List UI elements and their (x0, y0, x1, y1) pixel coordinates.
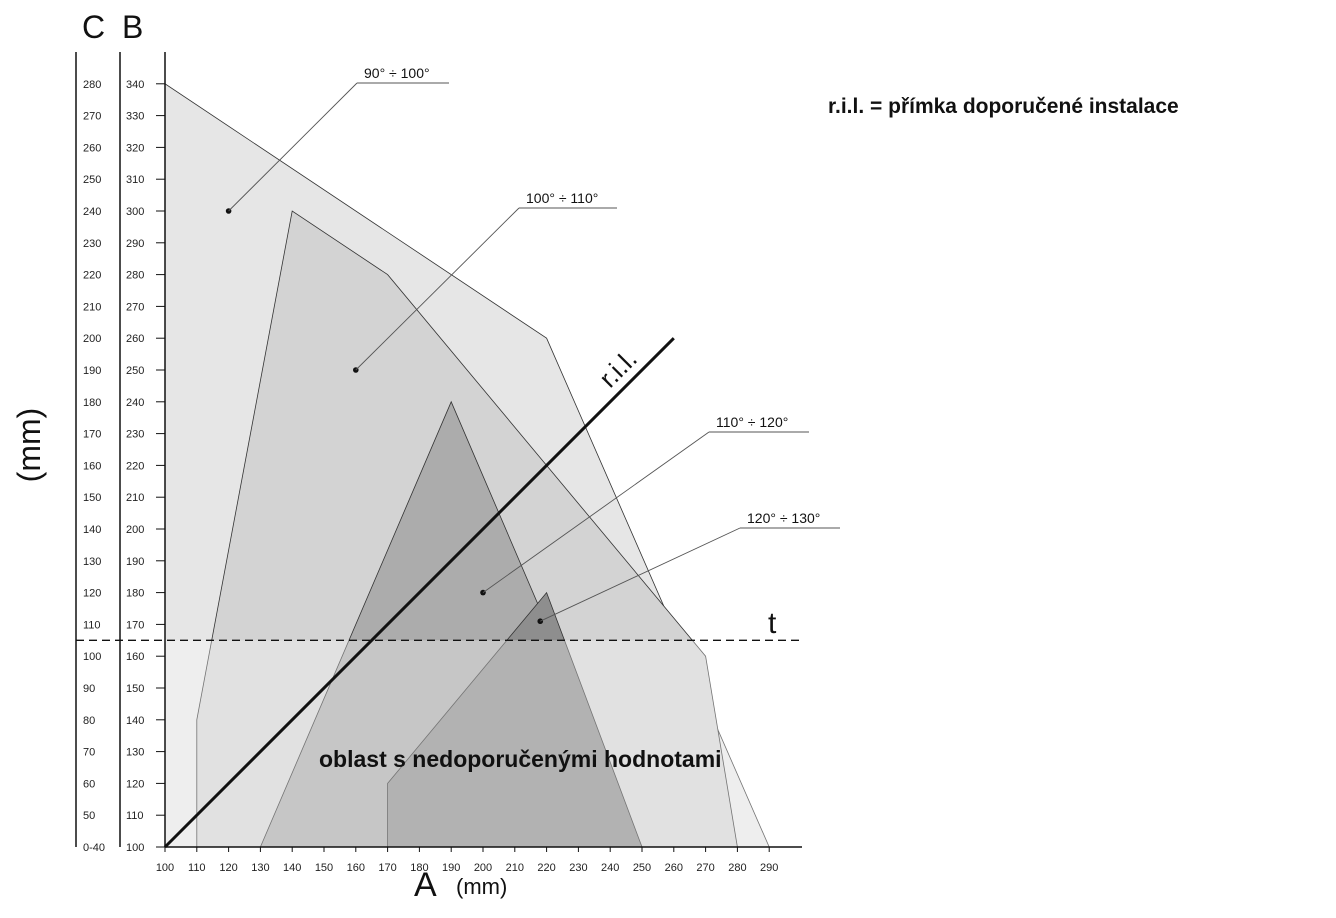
y-tick-label-c: 210 (83, 301, 101, 313)
x-tick-label: 180 (410, 862, 428, 874)
y-tick-label-c: 220 (83, 270, 101, 282)
y-tick-label-b: 140 (126, 715, 144, 727)
region-label: 120° ÷ 130° (747, 510, 820, 526)
x-tick-label: 260 (665, 862, 683, 874)
legend-note: r.i.l. = přímka doporučené instalace (828, 95, 1179, 118)
x-tick-label: 150 (315, 862, 333, 874)
not-recommended-zone-layer (165, 640, 801, 847)
not-recommended-zone (165, 640, 801, 847)
axis-label-b: B (122, 9, 143, 45)
y-tick-label-b: 100 (126, 842, 144, 854)
y-tick-label-b: 320 (126, 142, 144, 154)
y-tick-label-c: 130 (83, 556, 101, 568)
x-tick-label: 120 (219, 862, 237, 874)
y-tick-label-b: 130 (126, 747, 144, 759)
y-tick-label-c: 100 (83, 651, 101, 663)
y-tick-label-c: 160 (83, 460, 101, 472)
region-label: 90° ÷ 100° (364, 65, 430, 81)
x-tick-label: 170 (378, 862, 396, 874)
y-tick-label-c: 140 (83, 524, 101, 536)
x-tick-label: 240 (601, 862, 619, 874)
x-tick-label: 160 (347, 862, 365, 874)
y-tick-label-c: 280 (83, 79, 101, 91)
not-recommended-label: oblast s nedoporučenými hodnotami (319, 746, 722, 772)
y-tick-label-c: 230 (83, 238, 101, 250)
region-label: 110° ÷ 120° (716, 414, 788, 430)
y-tick-label-b: 260 (126, 333, 144, 345)
x-tick-label: 200 (474, 862, 492, 874)
y-tick-label-b: 190 (126, 556, 144, 568)
y-tick-label-b: 150 (126, 683, 144, 695)
x-tick-label: 130 (251, 862, 269, 874)
regions-layer (164, 83, 770, 848)
y-unit-label: (mm) (11, 408, 47, 483)
y-tick-label-c: 250 (83, 174, 101, 186)
x-tick-label: 290 (760, 862, 778, 874)
x-axis-label: A (414, 866, 437, 904)
x-axis-unit: (mm) (456, 874, 507, 899)
y-tick-label-b: 210 (126, 492, 144, 504)
ticks-layer: 100 110 120 130 140 150 160 170 180 190 200 210 220 2… (83, 79, 778, 874)
threshold-label: t (768, 607, 777, 640)
y-tick-label-c: 190 (83, 365, 101, 377)
y-tick-label-c: 150 (83, 492, 101, 504)
x-tick-label: 140 (283, 862, 301, 874)
y-tick-label-c: 200 (83, 333, 101, 345)
y-tick-label-b: 240 (126, 397, 144, 409)
x-tick-label: 190 (442, 862, 460, 874)
y-tick-label-b: 180 (126, 588, 144, 600)
region-label: 100° ÷ 110° (526, 190, 598, 206)
y-tick-label-c: 70 (83, 747, 95, 759)
y-tick-label-c: 90 (83, 683, 95, 695)
y-tick-label-c: 170 (83, 429, 101, 441)
y-tick-label-b: 220 (126, 460, 144, 472)
y-tick-label-c: 260 (83, 142, 101, 154)
y-tick-label-c: 180 (83, 397, 101, 409)
x-tick-label: 110 (188, 862, 206, 874)
y-tick-label-c: 110 (83, 619, 101, 631)
y-tick-label-b: 170 (126, 619, 144, 631)
x-tick-label: 280 (728, 862, 746, 874)
x-tick-label: 220 (537, 862, 555, 874)
y-tick-label-b: 230 (126, 429, 144, 441)
y-tick-label-b: 330 (126, 111, 144, 123)
y-tick-label-b: 300 (126, 206, 144, 218)
x-tick-label: 250 (633, 862, 651, 874)
x-tick-label: 100 (156, 862, 174, 874)
y-tick-label-b: 160 (126, 651, 144, 663)
y-tick-label-c: 270 (83, 111, 101, 123)
leader-line (228, 82, 358, 212)
leader-line (540, 527, 741, 622)
ril-line (163, 337, 675, 849)
y-tick-label-b: 340 (126, 79, 144, 91)
y-tick-label-c: 120 (83, 588, 101, 600)
leader-line (355, 207, 520, 371)
leader-line (482, 431, 710, 593)
y-tick-label-b: 120 (126, 778, 144, 790)
y-tick-label-b: 110 (126, 810, 144, 822)
ril-label: r.i.l. (593, 343, 643, 393)
y-tick-label-b: 200 (126, 524, 144, 536)
y-tick-label-c: 240 (83, 206, 101, 218)
y-tick-label-b: 270 (126, 301, 144, 313)
x-tick-label: 230 (569, 862, 587, 874)
x-tick-label: 210 (506, 862, 524, 874)
x-tick-label: 270 (696, 862, 714, 874)
y-tick-label-b: 250 (126, 365, 144, 377)
axis-label-c: C (82, 9, 105, 45)
y-tick-label-c: 50 (83, 810, 95, 822)
y-tick-label-c: 60 (83, 778, 95, 790)
y-tick-label-b: 310 (126, 174, 144, 186)
overlay-layer: 90° ÷ 100° 100° ÷ 110° 110° ÷ 120° 120° ÷ 1… (76, 65, 840, 849)
y-tick-label-b: 280 (126, 270, 144, 282)
y-tick-label-c: 0-40 (83, 842, 105, 854)
y-tick-label-b: 290 (126, 238, 144, 250)
y-tick-label-c: 80 (83, 715, 95, 727)
